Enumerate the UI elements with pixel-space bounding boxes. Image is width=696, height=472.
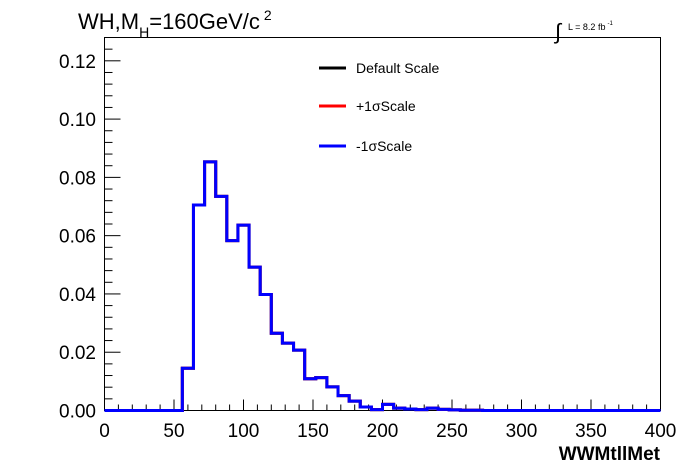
plot-frame [104, 37, 661, 411]
legend-label-default-scale: Default Scale [356, 60, 439, 76]
x-tick-label: 400 [645, 421, 677, 442]
series-line-plus1sigmascale [104, 160, 661, 412]
luminosity-label: L = 8.2 fb -1 [568, 21, 613, 32]
series-line-default-scale [104, 160, 661, 412]
x-tick-label: 350 [575, 421, 607, 442]
y-tick-label: 0.08 [59, 168, 96, 189]
luminosity-text: L = 8.2 fb [568, 22, 605, 32]
legend: Default Scale +1σScale -1σScale [319, 60, 439, 154]
y-tick-label: 0.00 [59, 402, 96, 423]
y-tick-label: 0.02 [59, 343, 96, 364]
luminosity-superscript: -1 [607, 21, 613, 27]
x-axis-label: WWMtllMet [559, 444, 661, 465]
y-axis: 0.00 0.02 0.04 0.06 0.08 0.10 0.12 [59, 37, 121, 423]
series-group [104, 160, 661, 412]
luminosity-integral-symbol: ∫ [553, 19, 563, 44]
chart-title-subscript: H [139, 24, 149, 40]
x-tick-label: 100 [228, 421, 260, 442]
x-tick-label: 300 [506, 421, 538, 442]
x-tick-label: 150 [297, 421, 329, 442]
legend-label-minus1sigma-scale: -1σScale [356, 138, 412, 154]
chart-title-suffix: =160GeV/c [149, 9, 260, 34]
y-tick-label: 0.10 [59, 110, 96, 131]
y-tick-label: 0.12 [59, 52, 96, 73]
x-tick-label: 0 [99, 421, 110, 442]
chart-title-prefix: WH,M [78, 9, 139, 34]
y-tick-label: 0.04 [59, 285, 96, 306]
legend-label-plus1sigma-scale: +1σScale [356, 98, 416, 114]
chart-title-superscript: 2 [264, 7, 272, 23]
x-tick-label: 50 [163, 421, 184, 442]
x-axis: 0 50 100 150 200 250 300 350 400 [99, 399, 677, 442]
chart-title: WH,MH=160GeV/c 2 [78, 7, 272, 40]
x-tick-label: 200 [367, 421, 399, 442]
x-tick-label: 250 [436, 421, 468, 442]
series-line-minus1sigmascale [104, 160, 661, 412]
y-tick-label: 0.06 [59, 227, 96, 248]
